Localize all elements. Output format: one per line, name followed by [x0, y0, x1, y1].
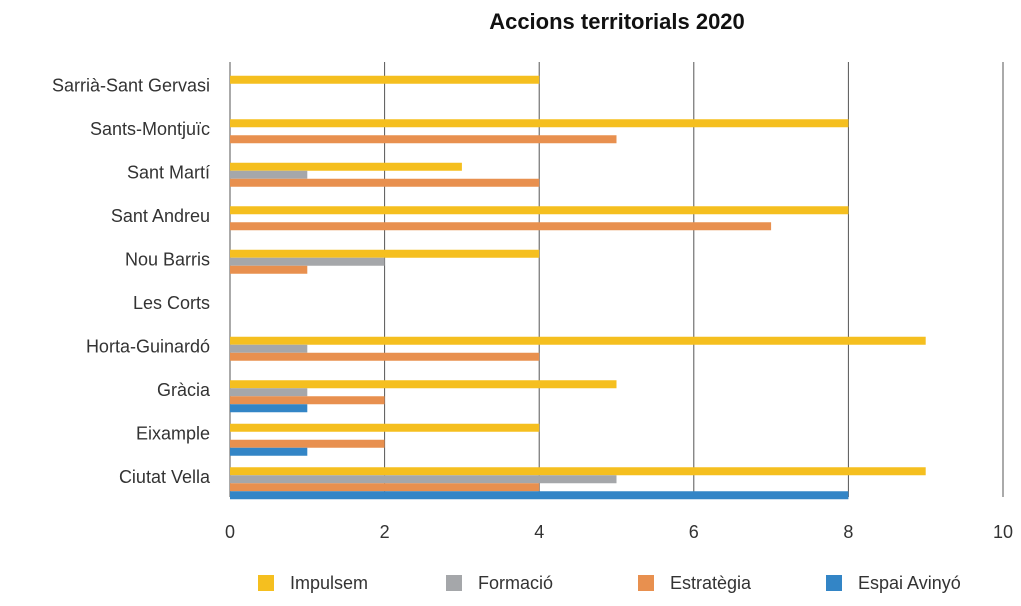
bar: [230, 119, 849, 128]
bar: [230, 162, 462, 171]
bar: [230, 222, 772, 231]
legend-label: Formació: [478, 573, 553, 593]
bar: [230, 257, 385, 266]
bar: [230, 396, 385, 405]
bar: [230, 336, 926, 345]
bar: [230, 352, 540, 361]
x-tick-label: 2: [380, 522, 390, 542]
bar: [230, 249, 540, 258]
bar: [230, 388, 308, 397]
y-tick-label: Horta-Guinardó: [86, 337, 210, 357]
legend-swatch: [258, 575, 274, 591]
bar: [230, 447, 308, 456]
bar: [230, 380, 617, 389]
legend-swatch: [446, 575, 462, 591]
chart-title: Accions territorials 2020: [489, 9, 745, 34]
x-tick-label: 6: [689, 522, 699, 542]
y-tick-label: Eixample: [136, 424, 210, 444]
bar: [230, 178, 540, 187]
y-tick-label: Sant Martí: [127, 163, 210, 183]
bar: [230, 467, 926, 476]
x-tick-label: 4: [534, 522, 544, 542]
bar: [230, 491, 849, 500]
bar: [230, 404, 308, 413]
bar: [230, 344, 308, 353]
legend-label: Espai Avinyó: [858, 573, 961, 593]
bar: [230, 206, 849, 215]
legend-swatch: [826, 575, 842, 591]
bar: [230, 439, 385, 448]
bar: [230, 135, 617, 144]
bar: [230, 170, 308, 179]
y-tick-label: Les Corts: [133, 293, 210, 313]
bar: [230, 483, 540, 492]
y-tick-label: Nou Barris: [125, 250, 210, 270]
y-tick-label: Ciutat Vella: [119, 467, 211, 487]
bar: [230, 423, 540, 432]
legend-label: Estratègia: [670, 573, 752, 593]
x-tick-label: 10: [993, 522, 1013, 542]
y-tick-label: Sants-Montjuïc: [90, 119, 210, 139]
legend-swatch: [638, 575, 654, 591]
y-tick-label: Sant Andreu: [111, 206, 210, 226]
x-tick-label: 0: [225, 522, 235, 542]
bar: [230, 475, 617, 484]
bar: [230, 265, 308, 274]
y-tick-label: Sarrià-Sant Gervasi: [52, 76, 210, 96]
legend-label: Impulsem: [290, 573, 368, 593]
y-tick-label: Gràcia: [157, 380, 211, 400]
bar: [230, 75, 540, 84]
x-tick-label: 8: [843, 522, 853, 542]
